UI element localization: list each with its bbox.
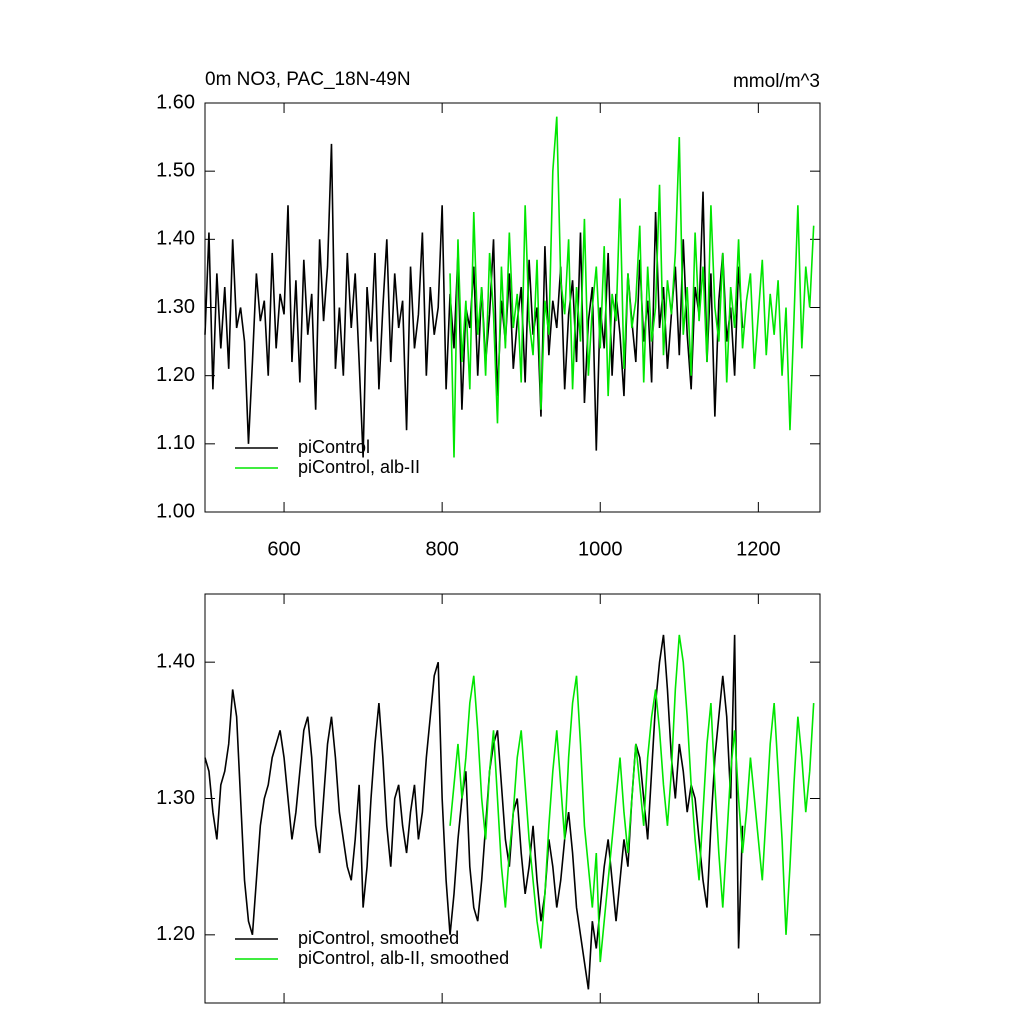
y-tick-label: 1.50 — [156, 159, 195, 181]
series-line — [449, 116, 815, 458]
x-tick-label: 600 — [267, 538, 300, 560]
y-tick-label: 1.60 — [156, 91, 195, 113]
legend-label: piControl, alb-II, smoothed — [298, 948, 509, 968]
legend-label: piControl — [298, 437, 370, 457]
y-tick-label: 1.40 — [156, 228, 195, 250]
x-tick-label: 800 — [425, 538, 458, 560]
legend-label: piControl, smoothed — [298, 928, 459, 948]
units-label: mmol/m^3 — [733, 71, 820, 92]
y-tick-label: 1.30 — [156, 296, 195, 318]
x-tick-label: 1200 — [736, 538, 781, 560]
x-tick-label: 1000 — [578, 538, 623, 560]
chart-title: 0m NO3, PAC_18N-49N — [205, 69, 411, 90]
y-tick-label: 1.10 — [156, 432, 195, 454]
y-tick-label: 1.00 — [156, 500, 195, 522]
y-tick-label: 1.20 — [156, 923, 195, 945]
legend-label: piControl, alb-II — [298, 457, 420, 477]
series-line — [449, 634, 815, 963]
series-line — [204, 634, 744, 990]
y-tick-label: 1.40 — [156, 650, 195, 672]
y-tick-label: 1.20 — [156, 364, 195, 386]
y-tick-label: 1.30 — [156, 787, 195, 809]
